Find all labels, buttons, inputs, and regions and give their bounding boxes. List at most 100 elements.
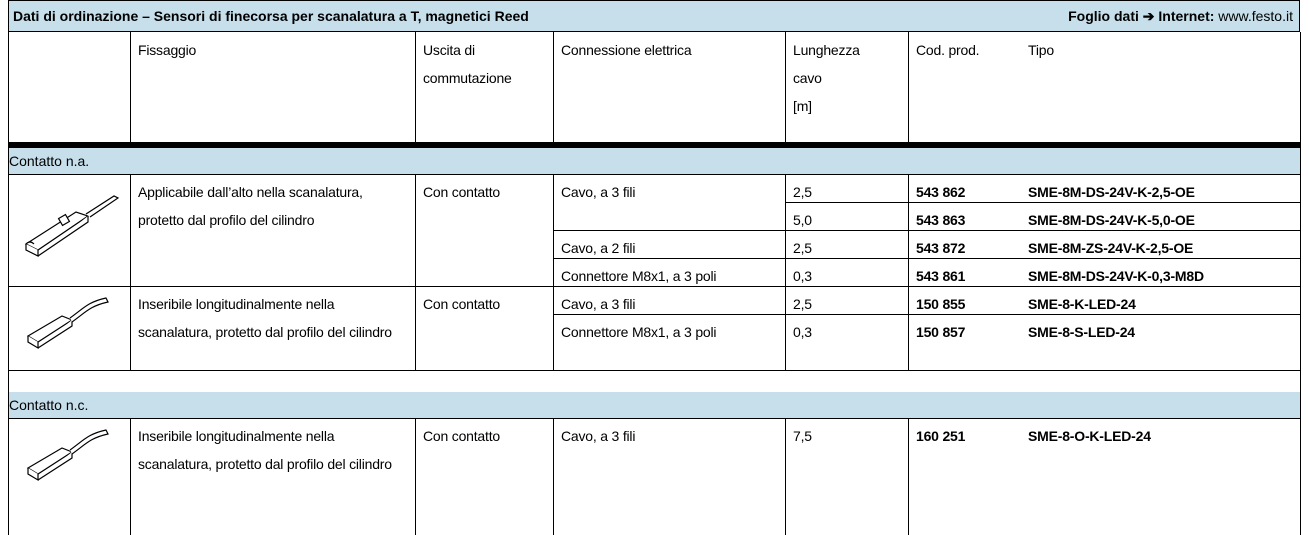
rule: [8, 418, 1301, 419]
column-header: Uscita di commutazione: [415, 32, 553, 92]
column-header-line: Tipo: [1028, 42, 1054, 58]
rule: [553, 174, 554, 286]
switching-output: Con contatto: [423, 296, 500, 312]
part-number: 150 855: [916, 296, 966, 312]
type-code: SME-8M-DS-24V-K-5,0-OE: [1028, 212, 1195, 228]
rule: [1300, 32, 1301, 142]
column-header-line: Connessione elettrica: [561, 42, 692, 58]
type-code: SME-8M-DS-24V-K-2,5-OE: [1028, 184, 1195, 200]
column-header: Fissaggio: [130, 32, 415, 64]
column-header-line: Uscita di: [423, 42, 475, 58]
cable-length: 7,5: [793, 428, 812, 444]
header-bar: Dati di ordinazione – Sensori di finecor…: [8, 0, 1300, 32]
column-header-line: Fissaggio: [138, 42, 197, 58]
part-number: 543 872: [916, 240, 966, 256]
rule: [130, 286, 131, 370]
mounting: Applicabile dall’alto nella scanalatura,…: [138, 184, 363, 228]
group-band: [8, 392, 1300, 418]
datasheet-label: Foglio dati: [1068, 8, 1139, 24]
rule: [553, 230, 1301, 231]
switching-output: Con contatto: [423, 184, 500, 200]
rule: [1300, 174, 1301, 286]
rule: [8, 32, 9, 142]
rule: [130, 418, 131, 535]
rule: [785, 202, 1301, 203]
type-code: SME-8-S-LED-24: [1028, 324, 1135, 340]
rule: [553, 418, 554, 535]
rule: [553, 286, 554, 370]
rule: [553, 258, 1301, 259]
rule: [1300, 370, 1301, 392]
arrow: ➔: [1142, 8, 1155, 24]
connection: Connettore M8x1, a 3 poli: [561, 324, 717, 340]
type-code: SME-8-O-K-LED-24: [1028, 428, 1151, 444]
rule: [553, 32, 554, 142]
connection: Cavo, a 3 fili: [561, 184, 636, 200]
rule: [8, 392, 9, 418]
column-header-line: commutazione: [423, 70, 512, 86]
rule: [415, 286, 416, 370]
part-number: 543 863: [916, 212, 966, 228]
rule: [415, 174, 416, 286]
rule: [130, 32, 131, 142]
rule: [785, 286, 786, 370]
column-header-line: Lunghezza: [793, 42, 860, 58]
part-number: 543 862: [916, 184, 966, 200]
cable-length: 2,5: [793, 296, 812, 312]
rule: [785, 418, 786, 535]
rule: [8, 418, 9, 535]
rule: [130, 174, 131, 286]
rule: [8, 174, 9, 286]
rule: [908, 32, 909, 142]
column-header-line: Cod. prod.: [916, 42, 980, 58]
rule: [785, 32, 786, 142]
rule: [553, 314, 1301, 315]
rule: [8, 370, 9, 392]
rule: [908, 286, 909, 370]
cable-length: 5,0: [793, 212, 812, 228]
connection: Cavo, a 3 fili: [561, 296, 636, 312]
rule: [908, 174, 909, 286]
group-label: Contatto n.c.: [9, 397, 89, 413]
column-header: Tipo: [1020, 32, 1300, 64]
cable-length: 2,5: [793, 240, 812, 256]
group-label: Contatto n.a.: [9, 153, 90, 169]
rule: [415, 418, 416, 535]
header-links: Foglio dati ➔ Internet: www.festo.it: [1068, 8, 1293, 25]
connection: Cavo, a 2 fili: [561, 240, 636, 256]
title: Dati di ordinazione – Sensori di finecor…: [13, 8, 529, 24]
type-code: SME-8-K-LED-24: [1028, 296, 1136, 312]
rule: [8, 148, 9, 174]
sensor-icon: [26, 297, 109, 350]
internet-label: Internet:: [1158, 8, 1215, 24]
part-number: 150 857: [916, 324, 966, 340]
cable-length: 0,3: [793, 324, 812, 340]
rule: [8, 370, 1301, 371]
switching-output: Con contatto: [423, 428, 500, 444]
rule: [1300, 418, 1301, 535]
cable-length: 2,5: [793, 184, 812, 200]
rule: [415, 32, 416, 142]
column-header: Connessione elettrica: [553, 32, 785, 64]
sensor-icon: [24, 195, 120, 257]
rule: [8, 286, 9, 370]
mounting: Inseribile longitudinalmente nella scana…: [138, 428, 392, 472]
rule: [785, 174, 786, 286]
rule: [1300, 286, 1301, 370]
sensor-icon: [26, 429, 109, 482]
url[interactable]: www.festo.it: [1218, 8, 1293, 24]
part-number: 543 861: [916, 268, 966, 284]
part-number: 160 251: [916, 428, 966, 444]
type-code: SME-8M-ZS-24V-K-2,5-OE: [1028, 240, 1194, 256]
type-code: SME-8M-DS-24V-K-0,3-M8D: [1028, 268, 1204, 284]
column-header-line: cavo: [793, 70, 822, 86]
rule: [1300, 392, 1301, 418]
column-header: Lunghezza cavo [m]: [785, 32, 908, 120]
column-header: Cod. prod.: [908, 32, 1020, 64]
mounting: Inseribile longitudinalmente nella scana…: [138, 296, 392, 340]
connection: Connettore M8x1, a 3 poli: [561, 268, 717, 284]
connection: Cavo, a 3 fili: [561, 428, 636, 444]
column-header-line: [m]: [793, 98, 812, 114]
rule: [8, 142, 1301, 148]
